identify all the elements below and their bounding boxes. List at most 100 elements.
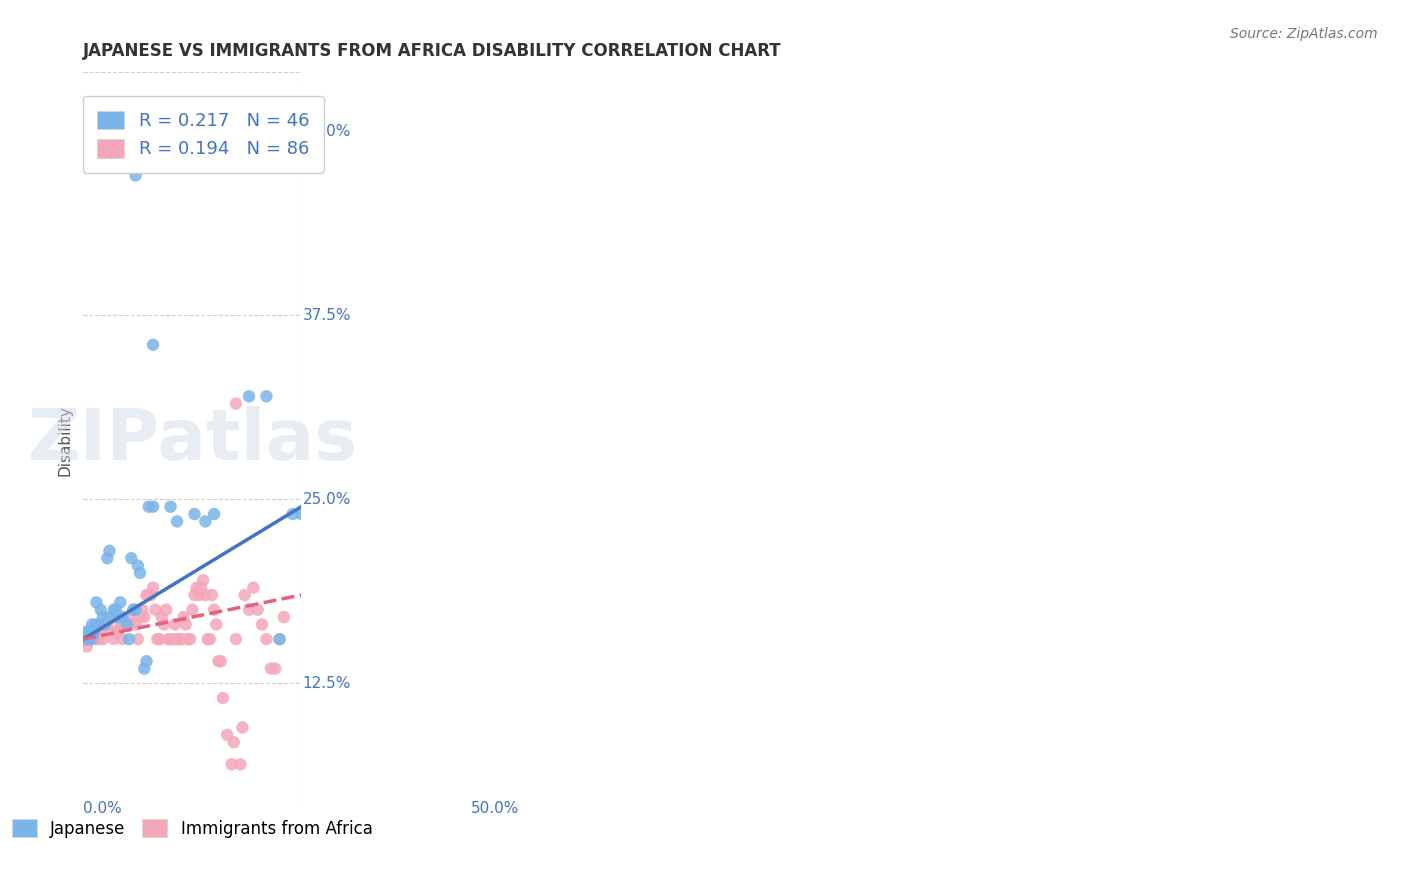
Point xyxy=(103,632,125,647)
Point xyxy=(157,632,180,647)
Point xyxy=(84,632,107,647)
Point xyxy=(198,632,221,647)
Point xyxy=(91,610,114,624)
Point xyxy=(142,581,165,595)
Point xyxy=(242,581,264,595)
Y-axis label: Disability: Disability xyxy=(58,405,72,475)
Point xyxy=(100,624,122,639)
Point xyxy=(222,735,245,749)
Point xyxy=(127,558,149,573)
Point xyxy=(105,603,128,617)
Point xyxy=(149,632,172,647)
Point xyxy=(96,551,118,566)
Point xyxy=(110,595,132,609)
Point xyxy=(124,617,146,632)
Point xyxy=(98,544,121,558)
Text: 12.5%: 12.5% xyxy=(302,676,352,690)
Point xyxy=(138,588,160,602)
Point xyxy=(115,617,138,632)
Point xyxy=(120,617,142,632)
Point xyxy=(77,632,100,647)
Point xyxy=(187,588,209,602)
Point xyxy=(82,628,104,642)
Point xyxy=(193,574,215,588)
Text: 25.0%: 25.0% xyxy=(302,491,352,507)
Point xyxy=(124,603,146,617)
Point xyxy=(139,588,162,602)
Point xyxy=(80,632,103,647)
Point xyxy=(111,632,134,647)
Point xyxy=(202,507,225,521)
Point xyxy=(107,624,129,639)
Point xyxy=(256,389,278,403)
Point xyxy=(197,632,219,647)
Point xyxy=(229,757,252,772)
Text: JAPANESE VS IMMIGRANTS FROM AFRICA DISABILITY CORRELATION CHART: JAPANESE VS IMMIGRANTS FROM AFRICA DISAB… xyxy=(83,42,782,60)
Point xyxy=(124,169,146,183)
Point xyxy=(250,617,273,632)
Point xyxy=(231,721,253,735)
Point xyxy=(129,610,152,624)
Point xyxy=(209,654,232,668)
Point xyxy=(131,603,153,617)
Point xyxy=(110,617,132,632)
Point xyxy=(238,603,260,617)
Point xyxy=(122,603,145,617)
Point xyxy=(90,603,112,617)
Point xyxy=(183,507,205,521)
Point xyxy=(134,610,156,624)
Point xyxy=(173,610,195,624)
Point xyxy=(80,632,103,647)
Point xyxy=(135,588,157,602)
Point xyxy=(122,603,145,617)
Point xyxy=(238,389,260,403)
Text: 37.5%: 37.5% xyxy=(302,308,352,323)
Point xyxy=(79,624,101,639)
Text: 50.0%: 50.0% xyxy=(302,124,352,139)
Point xyxy=(163,617,186,632)
Point xyxy=(264,662,287,676)
Point xyxy=(221,757,243,772)
Point xyxy=(115,617,138,632)
Point xyxy=(256,632,278,647)
Legend: Japanese, Immigrants from Africa: Japanese, Immigrants from Africa xyxy=(6,813,380,844)
Point xyxy=(142,337,165,351)
Point xyxy=(183,588,205,602)
Point xyxy=(207,654,229,668)
Point xyxy=(87,617,110,632)
Point xyxy=(246,603,269,617)
Point xyxy=(82,628,104,642)
Point xyxy=(90,624,112,639)
Point xyxy=(159,632,181,647)
Point xyxy=(150,610,173,624)
Point xyxy=(100,610,122,624)
Point xyxy=(159,500,181,514)
Point xyxy=(94,617,117,632)
Point xyxy=(201,588,224,602)
Point xyxy=(83,624,105,639)
Point xyxy=(155,603,177,617)
Point xyxy=(217,728,239,742)
Point xyxy=(83,624,105,639)
Point xyxy=(233,588,256,602)
Point xyxy=(79,632,101,647)
Point xyxy=(76,640,98,654)
Point xyxy=(103,603,125,617)
Text: 50.0%: 50.0% xyxy=(471,801,519,816)
Point xyxy=(162,632,184,647)
Point xyxy=(111,610,134,624)
Point xyxy=(76,632,98,647)
Point xyxy=(96,617,118,632)
Point xyxy=(75,632,97,647)
Point xyxy=(76,624,98,639)
Point xyxy=(84,617,107,632)
Point xyxy=(269,632,291,647)
Point xyxy=(177,632,200,647)
Point xyxy=(118,610,141,624)
Point xyxy=(134,662,156,676)
Point xyxy=(127,632,149,647)
Point xyxy=(86,595,108,609)
Point xyxy=(205,617,228,632)
Point xyxy=(146,632,169,647)
Point xyxy=(190,581,212,595)
